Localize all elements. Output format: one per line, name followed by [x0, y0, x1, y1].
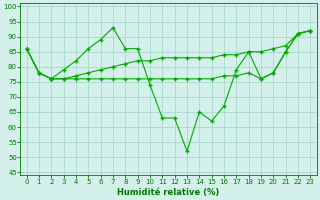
X-axis label: Humidité relative (%): Humidité relative (%) [117, 188, 220, 197]
